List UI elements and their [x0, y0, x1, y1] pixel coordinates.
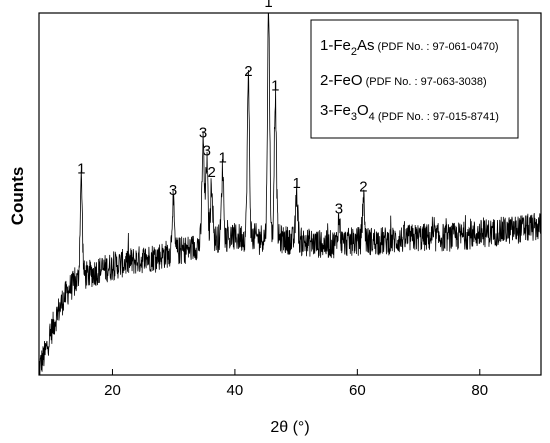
legend-entry: 2-FeO (PDF No. : 97-063-3038)	[320, 72, 487, 89]
xrd-pattern-line	[38, 12, 542, 376]
peak-label: 2	[244, 63, 252, 80]
peak-label: 3	[169, 182, 177, 199]
x-tick-label: 80	[471, 382, 488, 399]
x-tick-label: 40	[227, 382, 244, 399]
peak-label: 2	[207, 164, 215, 181]
legend-box	[310, 19, 519, 139]
peak-label: 1	[293, 175, 301, 192]
legend-entry: 3-Fe3O4 (PDF No. : 97-015-8741)	[320, 102, 499, 123]
peak-label: 1	[271, 77, 279, 94]
peak-label: 2	[359, 179, 367, 196]
peak-label: 1	[264, 0, 272, 11]
peak-label: 1	[77, 161, 85, 178]
peak-label: 3	[199, 124, 207, 141]
x-axis-title: 2θ (°)	[270, 419, 309, 436]
legend-entry: 1-Fe2As (PDF No. : 97-061-0470)	[320, 37, 499, 58]
plot-frame	[38, 12, 542, 376]
y-axis-title: Counts	[8, 167, 27, 226]
x-tick-label: 20	[104, 382, 121, 399]
legend: 1-Fe2As (PDF No. : 97-061-0470) 2-FeO (PD…	[310, 19, 519, 139]
peak-label: 1	[218, 150, 226, 167]
peak-label: 3	[335, 200, 343, 217]
peak-label: 3	[203, 142, 211, 159]
x-ticks: 20 40 60 80	[104, 369, 488, 399]
x-tick-label: 60	[349, 382, 366, 399]
